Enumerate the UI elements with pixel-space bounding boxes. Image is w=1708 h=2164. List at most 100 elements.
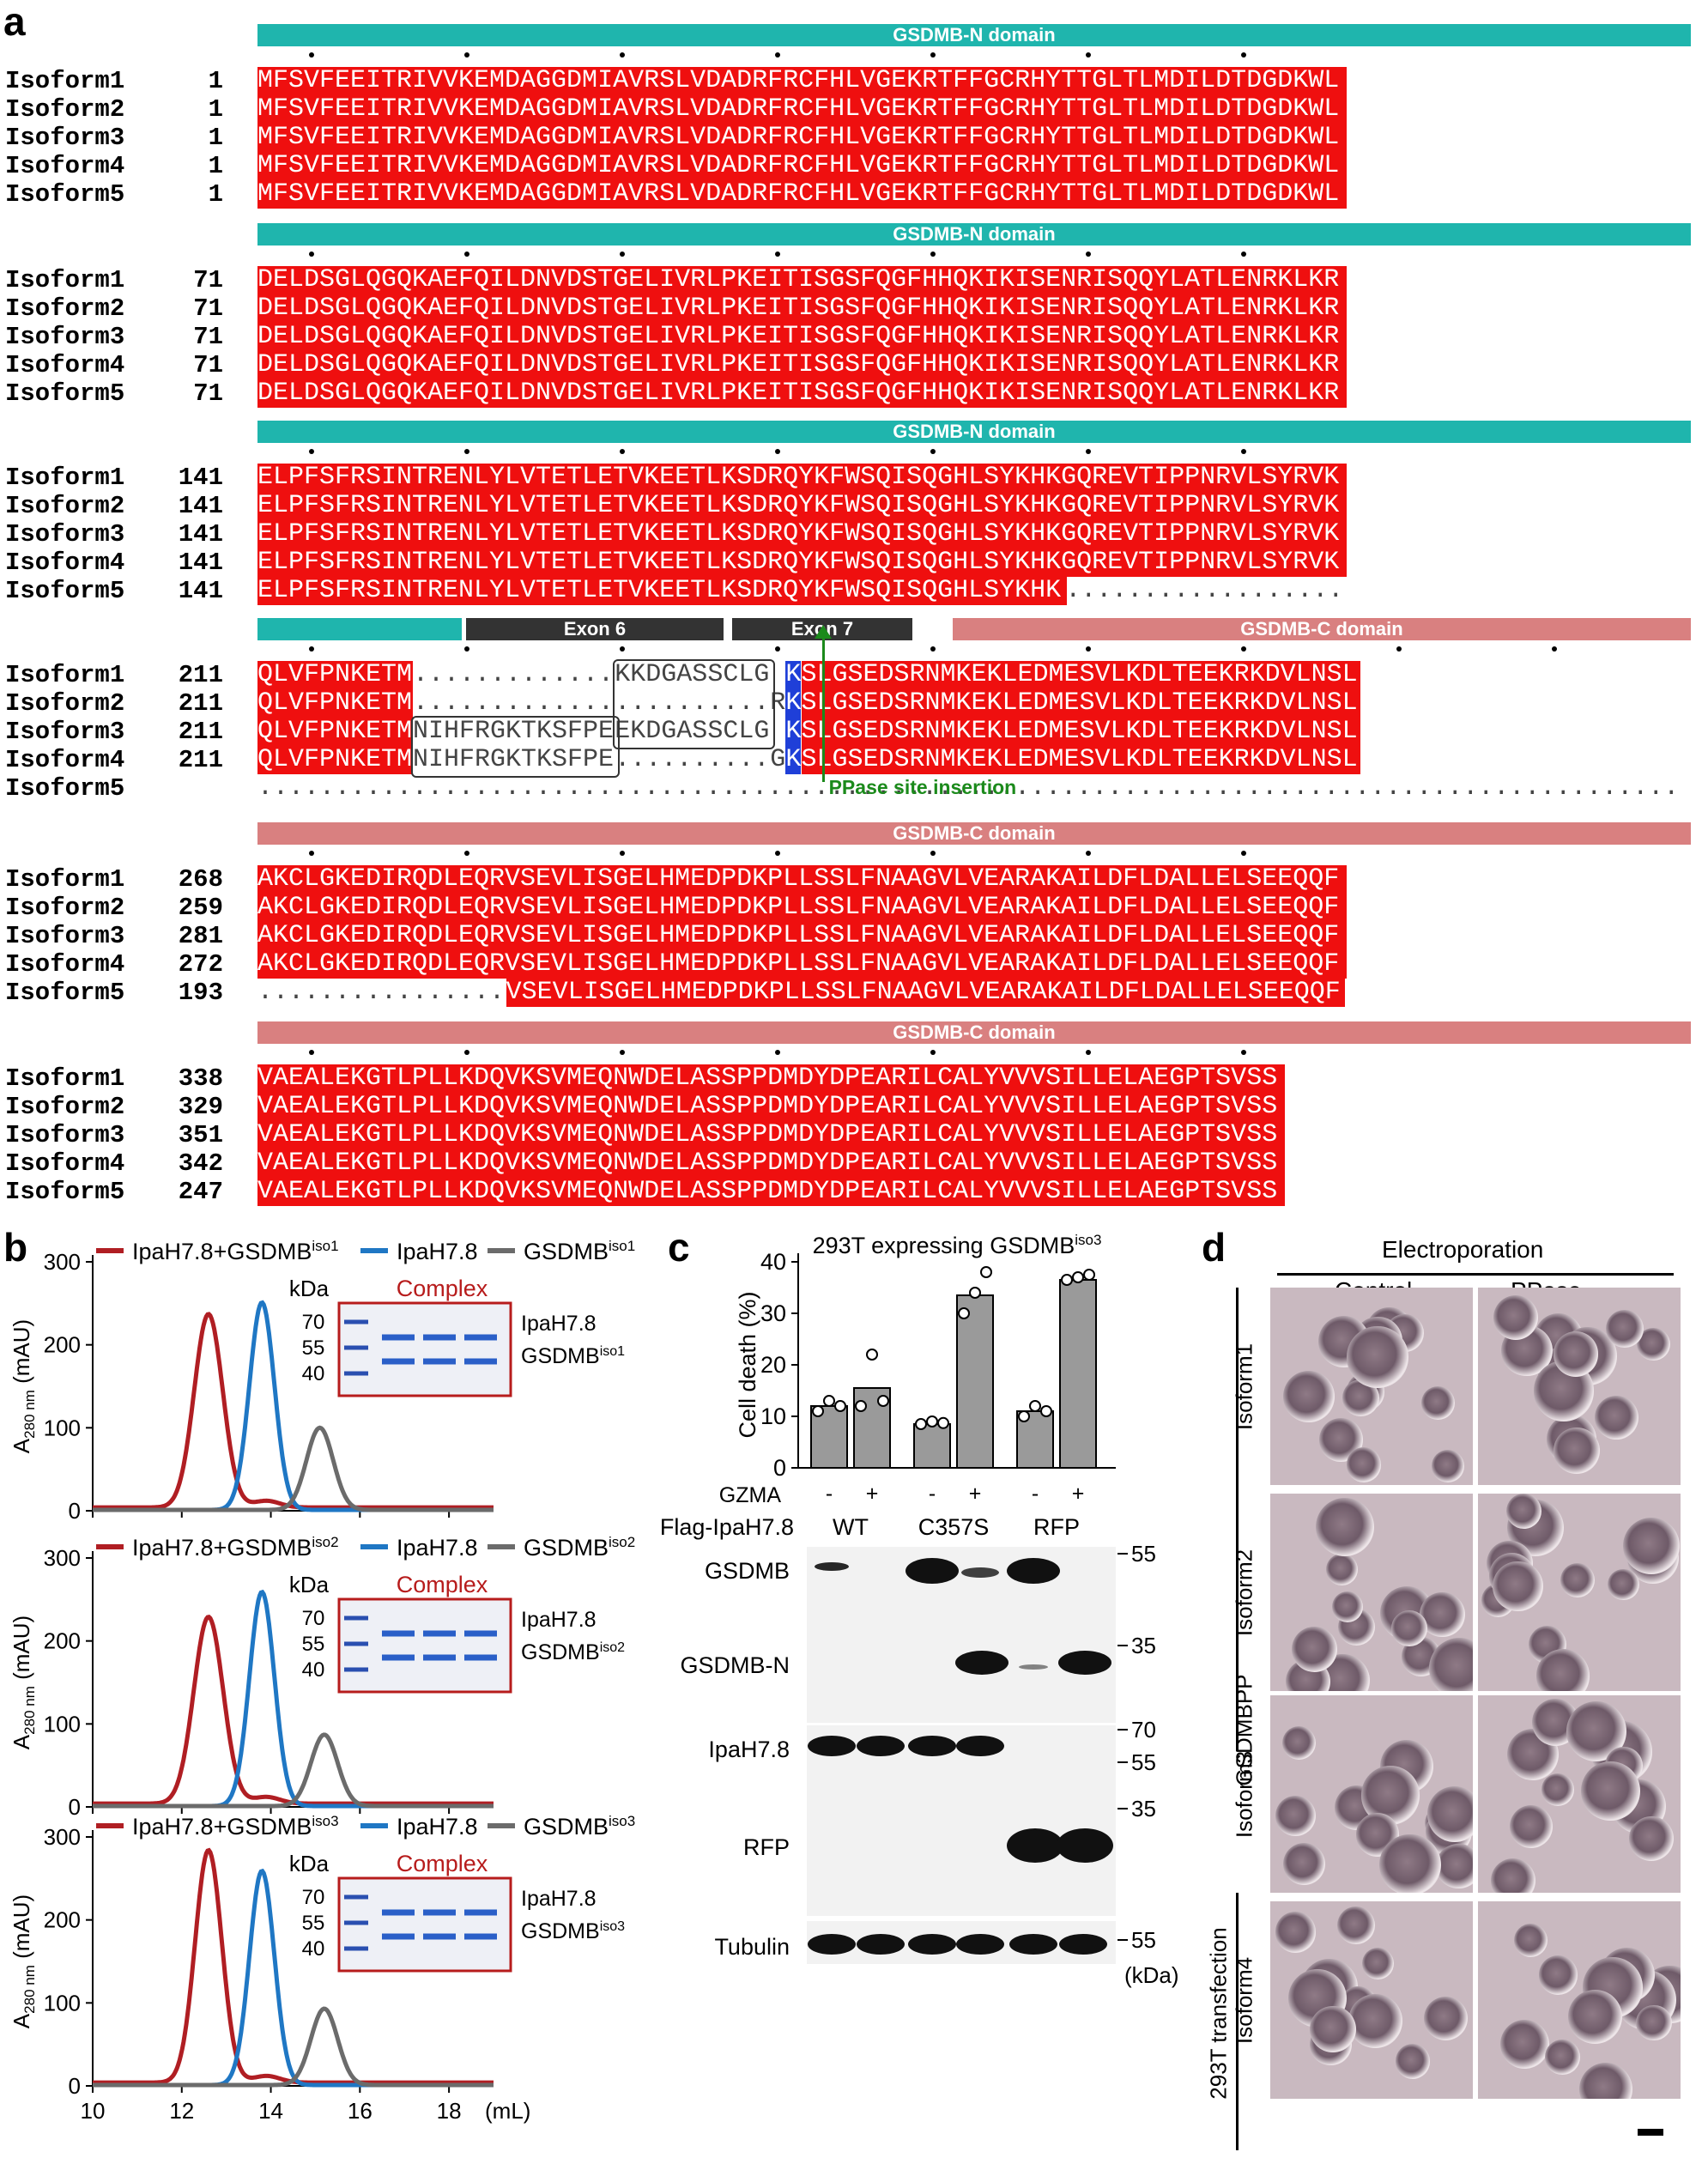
cell <box>1629 1815 1675 1861</box>
y-tick-label: 10 <box>760 1403 786 1429</box>
isoform-name: Isoform2 <box>5 1093 125 1121</box>
x-tick-label: 10 <box>81 2098 106 2124</box>
y-tick-label: 40 <box>760 1249 786 1275</box>
blot-label: GSDMB <box>705 1558 790 1584</box>
marker-label: 55 <box>1131 1541 1156 1567</box>
marker-label: 70 <box>1131 1717 1156 1743</box>
exon6-box <box>411 716 621 778</box>
position-tick <box>620 1050 625 1055</box>
data-point <box>937 1416 949 1429</box>
y-tick-label: 300 <box>44 1249 81 1275</box>
residue-k: K <box>785 661 802 689</box>
y-axis-label: Cell death (%) <box>735 1291 760 1438</box>
cell <box>1505 1494 1541 1530</box>
position-tick <box>775 851 780 856</box>
y-tick-label: 0 <box>69 2073 81 2099</box>
sequence: MFSVFEEITRIVVKEMDAGGDMIAVRSLVDADRFRCFHLV… <box>257 67 1347 95</box>
band-rfp <box>1007 1828 1063 1863</box>
gzma-sign: + <box>969 1482 982 1506</box>
isoform-start: 281 <box>178 922 223 950</box>
isoform-name: Isoform3 <box>5 124 125 152</box>
data-point <box>855 1400 867 1412</box>
panel-label-c: c <box>668 1225 690 1270</box>
position-tick <box>775 252 780 257</box>
isoform-name: Isoform2 <box>5 689 125 718</box>
isoform-start: 71 <box>193 379 223 408</box>
position-tick <box>1086 252 1091 257</box>
sequence: QLVFPNKETM <box>257 718 413 746</box>
chromatogram-plot: 0 100 200 300 A280 nm (mAU) IpaH7.8+GSDMBiso2… <box>9 1534 635 1820</box>
gzma-sign: + <box>866 1482 879 1506</box>
isoform-name: Isoform5 <box>5 1178 125 1206</box>
gel-marker-label: 40 <box>302 1658 325 1682</box>
position-tick <box>620 646 625 652</box>
position-tick <box>464 449 469 454</box>
sequence: AKCLGKEDIRQDLEQRVSEVLISGELHMEDPDKPLLSSLF… <box>257 894 1347 922</box>
cell <box>1346 1447 1382 1482</box>
gzma-sign: - <box>929 1482 936 1506</box>
position-tick <box>464 252 469 257</box>
isoform-start: 1 <box>208 95 223 124</box>
domain-bar-n-end <box>257 618 462 640</box>
cell <box>1429 1637 1473 1691</box>
gel-title: Complex <box>397 1851 488 1876</box>
domain-bar: GSDMB-N domain <box>257 223 1691 245</box>
position-tick <box>464 52 469 58</box>
cell <box>1283 1842 1326 1885</box>
band-ipah <box>956 1736 1004 1756</box>
isoform-start: 71 <box>193 323 223 351</box>
group-label: C357S <box>918 1514 990 1540</box>
data-point <box>1029 1400 1041 1412</box>
sequence: VAEALEKGTLPLLKDQVKSVMEQNWDELASSPPDMDYDPE… <box>257 1121 1285 1149</box>
cell <box>1275 1796 1316 1836</box>
position-tick <box>775 449 780 454</box>
ppase-label: PPase site insertion <box>828 776 1017 798</box>
isoform-start: 141 <box>178 577 223 605</box>
position-tick <box>464 1050 469 1055</box>
band-gsdmb-n <box>1019 1664 1048 1670</box>
gel-kda-label: kDa <box>289 1851 330 1876</box>
sequence: MFSVFEEITRIVVKEMDAGGDMIAVRSLVDADRFRCFHLV… <box>257 152 1347 180</box>
isoform-name: Isoform4 <box>5 549 125 577</box>
y-tick-label: 20 <box>760 1352 786 1378</box>
sequence: VAEALEKGTLPLLKDQVKSVMEQNWDELASSPPDMDYDPE… <box>257 1064 1285 1093</box>
sequence: VSEVLISGELHMEDPDKPLLSSLFNAAGVLVEARAKAILD… <box>506 979 1345 1007</box>
exon6-bar: Exon 6 <box>466 618 724 640</box>
isoform-start: 1 <box>208 152 223 180</box>
exon6-region: ............. <box>413 689 615 718</box>
sequence: SLGSEDSRNMKEKLEDMESVLKDLTEEKRKDVLNSL <box>801 718 1361 746</box>
cell <box>1325 1553 1358 1585</box>
cell <box>1431 1450 1464 1482</box>
bar-chart-title: 293T expressing GSDMBiso3 <box>813 1232 1102 1258</box>
y-tick-label: 0 <box>69 1794 81 1820</box>
isoform-name: Isoform5 <box>5 180 125 209</box>
legend-entry: GSDMBiso2 <box>524 1534 635 1561</box>
y-axis-label: A280 nm (mAU) <box>9 1319 38 1453</box>
micrograph-image <box>1478 1494 1681 1691</box>
position-tick <box>930 1050 936 1055</box>
y-tick-label: 200 <box>44 1907 81 1933</box>
isoform-start: 1 <box>208 67 223 95</box>
position-tick <box>1552 646 1557 652</box>
band-ipah <box>857 1736 905 1756</box>
gel-marker-label: 55 <box>302 1633 325 1656</box>
band-ipah <box>808 1736 856 1756</box>
cell <box>1337 1906 1376 1945</box>
sequence: AKCLGKEDIRQDLEQRVSEVLISGELHMEDPDKPLLSSLF… <box>257 865 1347 894</box>
position-tick <box>620 851 625 856</box>
gel-inset <box>337 1597 512 1694</box>
data-point <box>1018 1410 1030 1422</box>
gel-kda-label: kDa <box>289 1276 330 1301</box>
marker-label: 35 <box>1131 1796 1156 1822</box>
data-point <box>1040 1405 1052 1417</box>
row-label-isoform: Isoform3 <box>1231 1750 1257 1839</box>
band-rfp <box>1057 1828 1113 1863</box>
gel-marker-label: 70 <box>302 1311 325 1334</box>
gel-band-label: IpaH7.8 <box>521 1608 597 1632</box>
marker-label: 55 <box>1131 1927 1156 1953</box>
sequence: DELDSGLQGQKAEFQILDNVDSTGELIVRLPKEITISGSF… <box>257 294 1347 323</box>
isoform-name: Isoform2 <box>5 492 125 520</box>
sequence: ELPFSFRSINTRENLYLVTETLETVKEETLKSDRQYKFWS… <box>257 492 1347 520</box>
isoform-name: Isoform3 <box>5 718 125 746</box>
isoform-name: Isoform5 <box>5 979 125 1007</box>
